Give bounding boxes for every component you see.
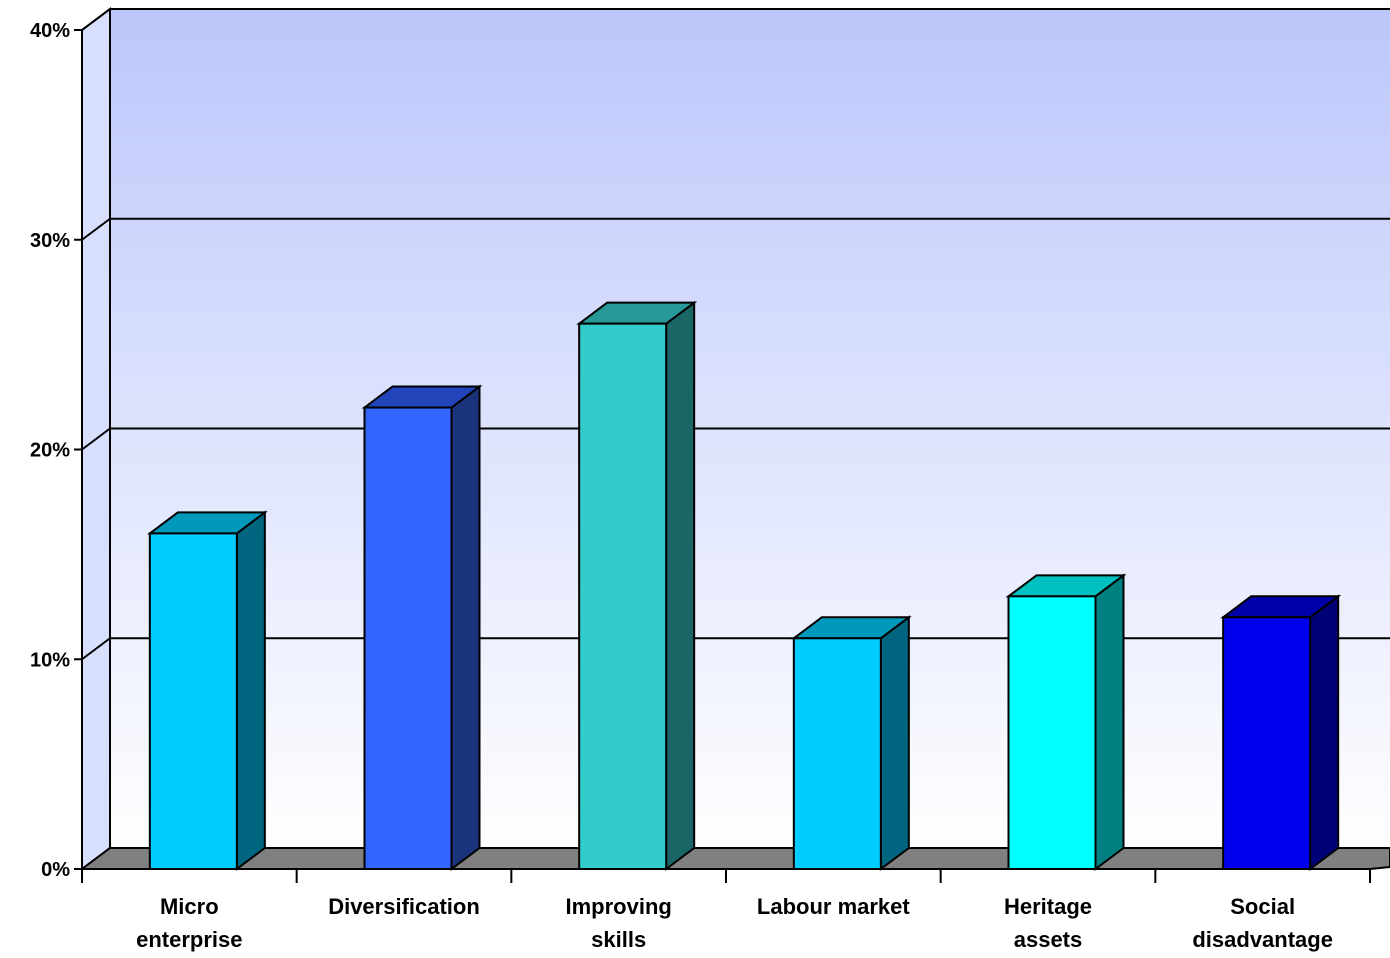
bar-front: [148, 532, 238, 871]
bar-side: [1094, 573, 1125, 871]
y-axis-tick-labels: 0% 10% 20% 30% 40%: [30, 20, 70, 881]
bar-side: [1309, 594, 1340, 871]
gridline-side: [81, 217, 111, 241]
y-tick-label: 0%: [41, 859, 70, 881]
bar: [146, 510, 268, 871]
gridline-side: [81, 637, 111, 661]
x-category-label: Labour market: [757, 894, 910, 919]
bar: [790, 615, 912, 871]
gridline-side: [81, 427, 111, 451]
bar-side: [450, 384, 481, 871]
x-category-label: enterprise: [136, 927, 242, 952]
bar-side: [235, 510, 266, 871]
bar-front: [363, 406, 453, 870]
bar-front: [1007, 595, 1097, 870]
bar-side: [879, 615, 910, 871]
bars: [146, 300, 1342, 871]
y-tick-label: 10%: [30, 649, 70, 671]
bar-front: [578, 322, 668, 870]
bar: [576, 300, 698, 871]
x-category-label: Micro: [160, 894, 219, 919]
bar: [1220, 594, 1342, 871]
bar-front: [792, 637, 882, 871]
floor-fill: [79, 847, 1390, 870]
y-tick-label: 40%: [30, 20, 70, 42]
axes: [74, 29, 1371, 883]
y-tick-label: 30%: [30, 230, 70, 252]
x-category-label: Improving: [565, 894, 671, 919]
bar-front: [1222, 616, 1312, 870]
gridlines: [81, 8, 1390, 661]
y-tick-label: 20%: [30, 440, 70, 462]
x-category-label: Heritage: [1004, 894, 1092, 919]
bar-side: [665, 300, 696, 871]
x-category-label: disadvantage: [1192, 927, 1333, 952]
gridline-side: [81, 8, 111, 31]
x-category-label: Diversification: [328, 894, 480, 919]
plot-floor: [79, 847, 1390, 870]
x-category-label: skills: [591, 927, 646, 952]
x-category-label: Social: [1230, 894, 1295, 919]
x-axis-category-labels: Micro enterprise Diversification Improving s…: [136, 894, 1333, 952]
bar: [361, 384, 483, 871]
bar: [1005, 573, 1127, 871]
x-category-label: assets: [1014, 927, 1083, 952]
